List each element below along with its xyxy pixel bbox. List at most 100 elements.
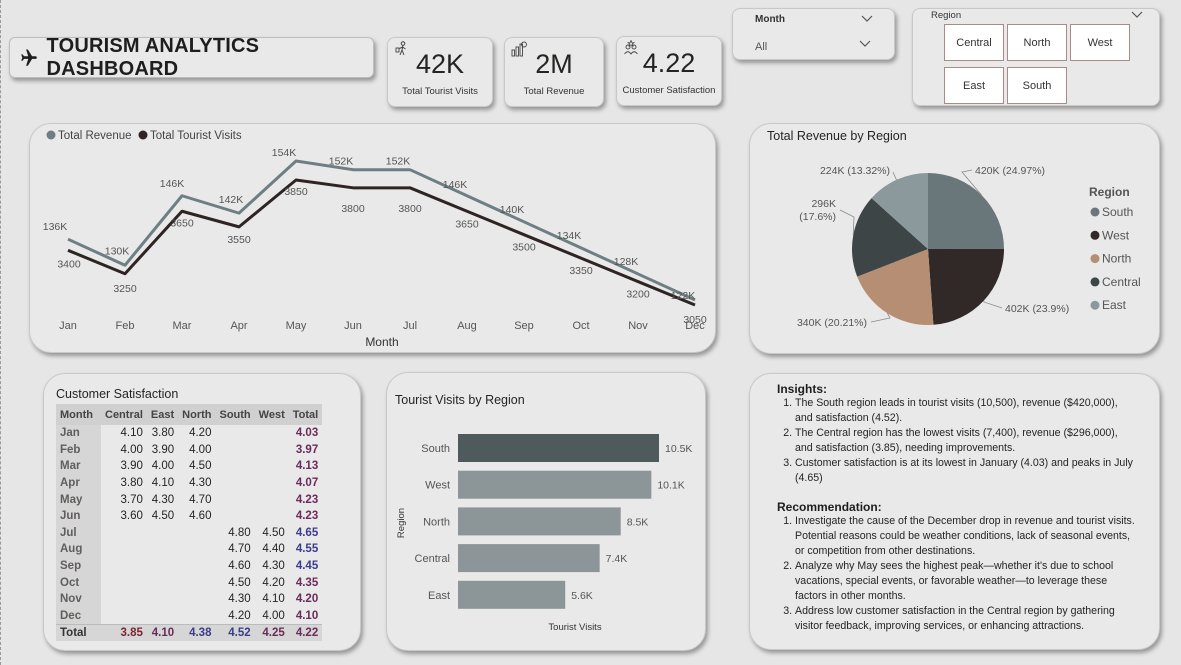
chevron-down-icon[interactable]: [861, 15, 873, 23]
bar-data-label: 5.6K: [571, 590, 593, 602]
table-cell: 4.00: [189, 443, 212, 456]
revenue-data-label: 128K: [614, 256, 639, 268]
recommendation-item: Investigate the cause of the December dr…: [795, 514, 1137, 559]
revenue-data-label: 142K: [219, 194, 244, 206]
x-tick-label: Sep: [514, 320, 534, 332]
table-cell: [147, 525, 178, 542]
pie-leader-line: [961, 169, 982, 196]
visits-data-label: 3250: [113, 283, 137, 295]
table-header-month[interactable]: Month: [56, 404, 101, 425]
pie-slice-north: [857, 249, 934, 325]
x-tick-label: Jun: [344, 320, 362, 332]
table-cell: [101, 541, 147, 558]
tourist-icon: [395, 41, 406, 56]
table-cell: 4.20: [295, 593, 319, 606]
table-cell: [255, 475, 289, 492]
pie-slice-west: [928, 248, 1004, 325]
region-button-north[interactable]: North: [1007, 24, 1067, 61]
bar-central: [458, 544, 600, 573]
pie-legend-marker: [1090, 254, 1100, 264]
insights-heading: Insights:: [777, 382, 827, 396]
region-button-central[interactable]: Central: [944, 24, 1004, 61]
revenue-data-label: 122K: [671, 290, 696, 302]
table-cell: 4.10: [262, 593, 285, 606]
pie-data-label: 296K: [811, 198, 836, 210]
month-dropdown[interactable]: All: [755, 37, 875, 53]
table-row: Aug 4.70 4.40 4.55: [56, 541, 322, 558]
visits-data-label: 3350: [569, 265, 593, 277]
table-cell: 4.00: [151, 460, 175, 473]
table-cell: [147, 558, 178, 575]
table-total-cell: 4.10: [146, 623, 179, 641]
table-cell: 4.13: [295, 460, 319, 473]
table-row: May 3.70 4.30 4.70 4.23: [56, 491, 322, 508]
table-cell: 4.10: [120, 427, 143, 440]
pie-data-label: 402K (23.9%): [1005, 303, 1069, 315]
table-header-central[interactable]: Central: [101, 404, 147, 425]
visits-data-label: 3800: [341, 203, 365, 215]
table-cell: 4.20: [189, 427, 212, 440]
table-header-east[interactable]: East: [146, 404, 179, 425]
table-header-north[interactable]: North: [178, 404, 216, 425]
pie-chart: 420K (24.97%) 402K (23.9%) 340K (20.21%) 29…: [797, 165, 1141, 329]
pie-leader-line: [892, 171, 898, 180]
visits-line: [67, 178, 696, 307]
y-tick-label: North: [423, 516, 450, 528]
page-border: [0, 0, 3, 665]
bar-data-label: 7.4K: [606, 553, 628, 565]
table-header-west[interactable]: West: [254, 404, 289, 425]
pie-data-label: 420K (24.97%): [975, 165, 1045, 177]
table-row: Mar 3.90 4.00 4.50 4.13: [56, 458, 322, 475]
region-button-south[interactable]: South: [1007, 67, 1067, 104]
table-cell: [101, 574, 147, 591]
x-tick-label: May: [286, 320, 307, 332]
table-cell: [147, 608, 178, 625]
kpi-value: 2M: [535, 49, 573, 79]
recommendation-heading: Recommendation:: [777, 500, 882, 514]
table-cell: [178, 591, 215, 608]
legend-marker-revenue: [46, 130, 56, 140]
x-tick-label: Apr: [230, 320, 247, 332]
pie-legend-label: East: [1102, 298, 1127, 312]
pie-legend-marker: [1090, 230, 1100, 240]
table-cell: 4.30: [228, 593, 251, 606]
chevron-down-icon[interactable]: [1131, 11, 1143, 19]
table-cell: [147, 591, 178, 608]
table-header-south[interactable]: South: [215, 404, 255, 425]
table-total-cell: 4.52: [215, 623, 255, 641]
y-axis-title: Region: [396, 508, 407, 538]
month-dropdown-value: All: [755, 41, 768, 53]
insight-item: The South region leads in tourist visits…: [795, 396, 1137, 426]
table-cell: 3.97: [295, 443, 319, 456]
table-cell-month: Oct: [56, 574, 101, 591]
table-cell: 3.80: [151, 427, 175, 440]
table-total-cell: 4.25: [254, 623, 289, 641]
bar-data-label: 10.1K: [657, 480, 684, 492]
revenue-data-label: 152K: [329, 156, 354, 168]
kpi-label: Total Tourist Visits: [402, 86, 478, 97]
region-button-east[interactable]: East: [944, 67, 1004, 104]
visits-data-label: 3500: [512, 242, 536, 254]
y-tick-label: East: [428, 590, 450, 602]
table-cell: [101, 558, 147, 575]
legend-marker-visits: [138, 130, 148, 140]
pie-slice-east: [871, 173, 928, 249]
table-cell: [215, 458, 254, 475]
region-button-west[interactable]: West: [1070, 24, 1130, 61]
y-tick-label: South: [421, 443, 450, 455]
table-row: Oct 4.50 4.20 4.35: [56, 574, 322, 591]
table-cell: 3.90: [120, 460, 143, 473]
table-header-row: Month Central East North South West Total: [56, 404, 323, 425]
table-header-total[interactable]: Total: [288, 404, 323, 425]
month-slicer-title: Month: [755, 14, 785, 25]
chevron-down-icon: [859, 40, 871, 47]
table-cell-month: Dec: [56, 607, 101, 625]
table-cell: 4.50: [151, 510, 175, 523]
title-banner: TOURISM ANALYTICS DASHBOARD: [9, 35, 374, 80]
table-cell: 4.40: [262, 543, 285, 556]
pie-slice-central: [852, 198, 928, 277]
table-cell: 4.00: [262, 609, 285, 622]
table-cell: 4.70: [228, 543, 251, 556]
table-cell-month: Sep: [56, 557, 101, 575]
pie-legend-label: North: [1102, 252, 1131, 266]
